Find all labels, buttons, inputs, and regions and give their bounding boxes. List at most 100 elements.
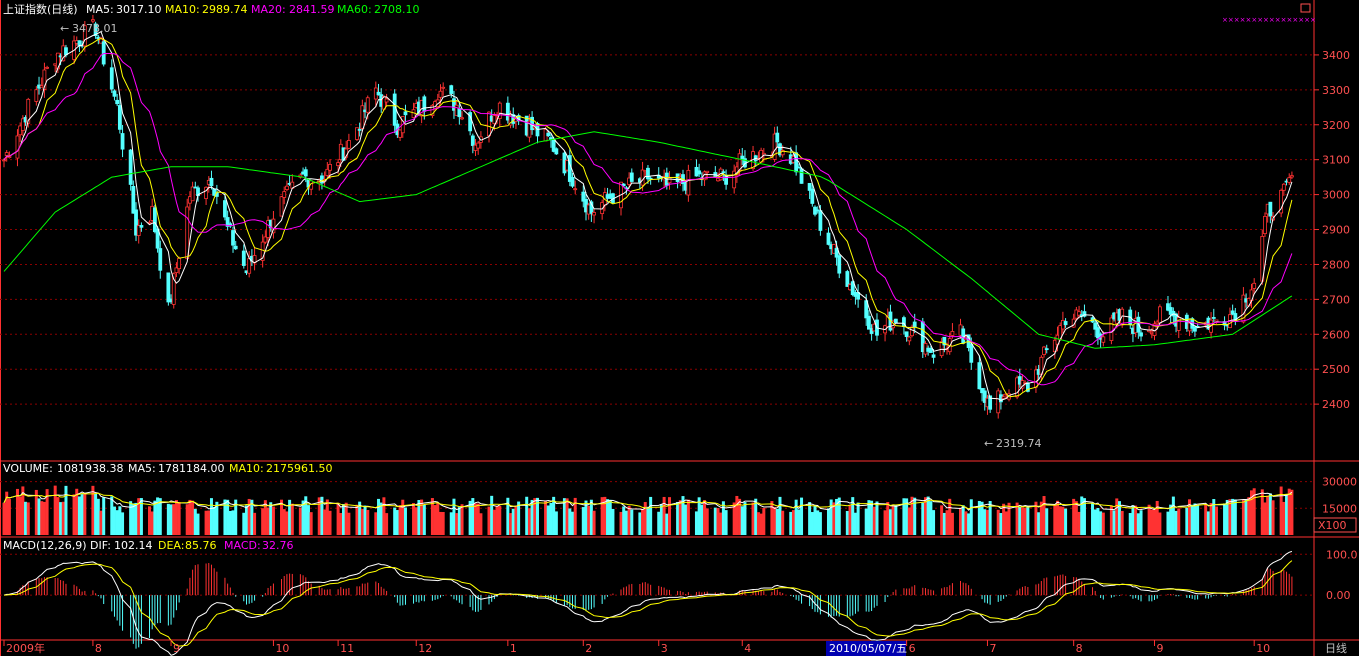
volume-bar [1225,499,1229,535]
volume-bar [657,511,661,535]
volume-bar [791,510,795,535]
candle-body [950,331,955,336]
volume-bar [247,498,251,535]
volume-bar [398,505,402,535]
restore-icon[interactable] [1300,3,1311,13]
candle-body [1101,336,1106,343]
volume-bar [1023,507,1027,535]
volume-bar [139,498,143,535]
volume-bar [479,513,483,535]
volume-bar [1174,510,1178,535]
ma10-value: 2989.74 [202,3,248,16]
volume-bar [552,496,556,535]
candle-body [26,98,31,124]
candle-body [99,37,103,44]
time-tick-label: 6 [909,642,916,655]
candle-body [1052,339,1057,353]
period-label[interactable]: 日线 [1325,641,1347,655]
candle-body [1230,310,1235,315]
volume-bar [853,512,857,535]
volume-bar [207,510,211,535]
volume-bar [1282,501,1286,535]
candle-body [492,115,497,125]
volume-value: 1081938.38 [57,462,123,475]
candle-body [1166,303,1170,311]
volume-bar [414,507,418,535]
candle-body [807,182,812,191]
volume-bar [83,492,87,535]
volume-bar [1147,504,1151,535]
volume-bar [26,502,30,535]
volume-bar [961,505,965,535]
volume-ma10-line [3,492,1292,510]
candle-body [686,169,691,196]
volume-bar [778,496,782,535]
volume-bar [813,505,817,535]
candle-body [365,97,370,113]
volume-bar [385,513,389,535]
candle-body [1241,294,1246,323]
time-tick-label: 1 [510,642,517,655]
candle-body [573,188,578,191]
candle-body [818,210,823,231]
candle-body [697,170,702,175]
price-tick-label: 2900 [1322,224,1350,237]
candle-body [128,149,133,185]
volume-bar [894,504,898,535]
candle-body [468,112,473,132]
volume-unit-box[interactable] [1313,517,1357,533]
volume-bar [1018,506,1022,535]
volume-bar [433,505,437,535]
volume-bar [110,496,114,535]
volume-bar [1061,506,1065,535]
volume-bar [282,509,286,535]
volume-ma-lines [3,491,1293,511]
candle-body [376,91,381,96]
volume-bar [1188,499,1192,535]
candle-body [225,217,230,227]
candle-body [93,23,98,37]
candle-body [942,336,947,346]
volume-bar [102,496,106,535]
volume-bars [2,485,1294,535]
volume-bar [347,512,351,535]
price-tick-label: 3000 [1322,189,1350,202]
volume-bar [474,503,478,535]
volume-bar [581,507,585,535]
candle-body [171,273,176,305]
candle-body [34,89,39,102]
macd-value-label: MACD: [224,539,261,552]
time-tick-label: 2 [585,642,592,655]
volume-bar [226,499,230,535]
volume-bar [932,510,936,535]
candle-body [904,331,909,338]
candle-body [403,111,408,116]
volume-unit: X100 [1318,519,1347,532]
candle-body [1263,215,1267,234]
volume-bar [172,504,176,535]
volume-bar [204,510,208,535]
volume-bar [1077,511,1081,535]
candle-body [131,185,136,214]
candle-body [266,220,270,238]
candle-body [101,41,106,65]
volume-bar [554,511,558,535]
ma60-line [3,131,1293,349]
volume-bar [121,512,125,535]
volume-bar [703,500,707,535]
volume-bar [7,498,11,535]
volume-bar [1026,505,1030,535]
volume-bar [395,510,399,535]
time-tick-label: 3 [661,642,668,655]
volume-bar [589,499,593,535]
time-axis: 2009年8910111212345678910 [3,640,1270,655]
volume-bar [950,512,954,535]
volume-bar [902,498,906,535]
price-candles [2,14,1294,419]
volume-bar [75,488,79,535]
volume-bar [301,500,305,535]
volume-bar [659,504,663,535]
volume-ma5-value: 1781184.00 [158,462,224,475]
volume-bar [2,502,6,535]
